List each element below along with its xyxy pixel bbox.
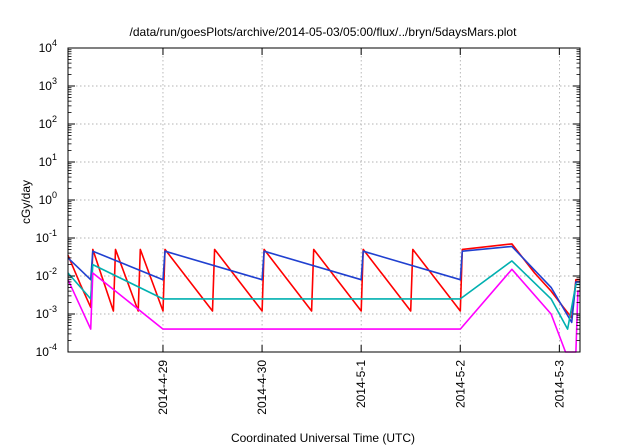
series-line-2 (67, 245, 580, 324)
y-tick-label: 102 (39, 114, 57, 131)
x-tick-label: 2014-4-29 (156, 360, 170, 415)
series-line-1 (67, 243, 580, 319)
y-tick-label: 10-3 (36, 304, 57, 321)
y-tick-label: 100 (39, 190, 57, 207)
y-axis-label: cGy/day (19, 180, 33, 224)
y-tick-label: 104 (39, 38, 57, 55)
y-tick-label: 10-2 (36, 266, 57, 283)
series-line-3 (67, 260, 580, 330)
x-tick-label: 2014-4-30 (255, 360, 269, 415)
y-tick-label: 10-4 (36, 342, 57, 359)
y-tick-label: 10-1 (36, 228, 57, 245)
y-tick-label: 103 (39, 76, 57, 93)
x-tick-label: 2014-5-2 (453, 360, 467, 408)
x-tick-label: 2014-5-1 (354, 360, 368, 408)
x-axis-label: Coordinated Universal Time (UTC) (231, 431, 415, 445)
tick-labels: 10-4 10-3 10-2 10-1 100 101 102 103 104 2014-4-29… (36, 38, 567, 415)
y-tick-label: 101 (39, 152, 57, 169)
x-tick-label: 2014-5-3 (552, 360, 566, 408)
axes (67, 47, 581, 353)
chart-title: /data/run/goesPlots/archive/2014-05-03/0… (130, 25, 518, 39)
